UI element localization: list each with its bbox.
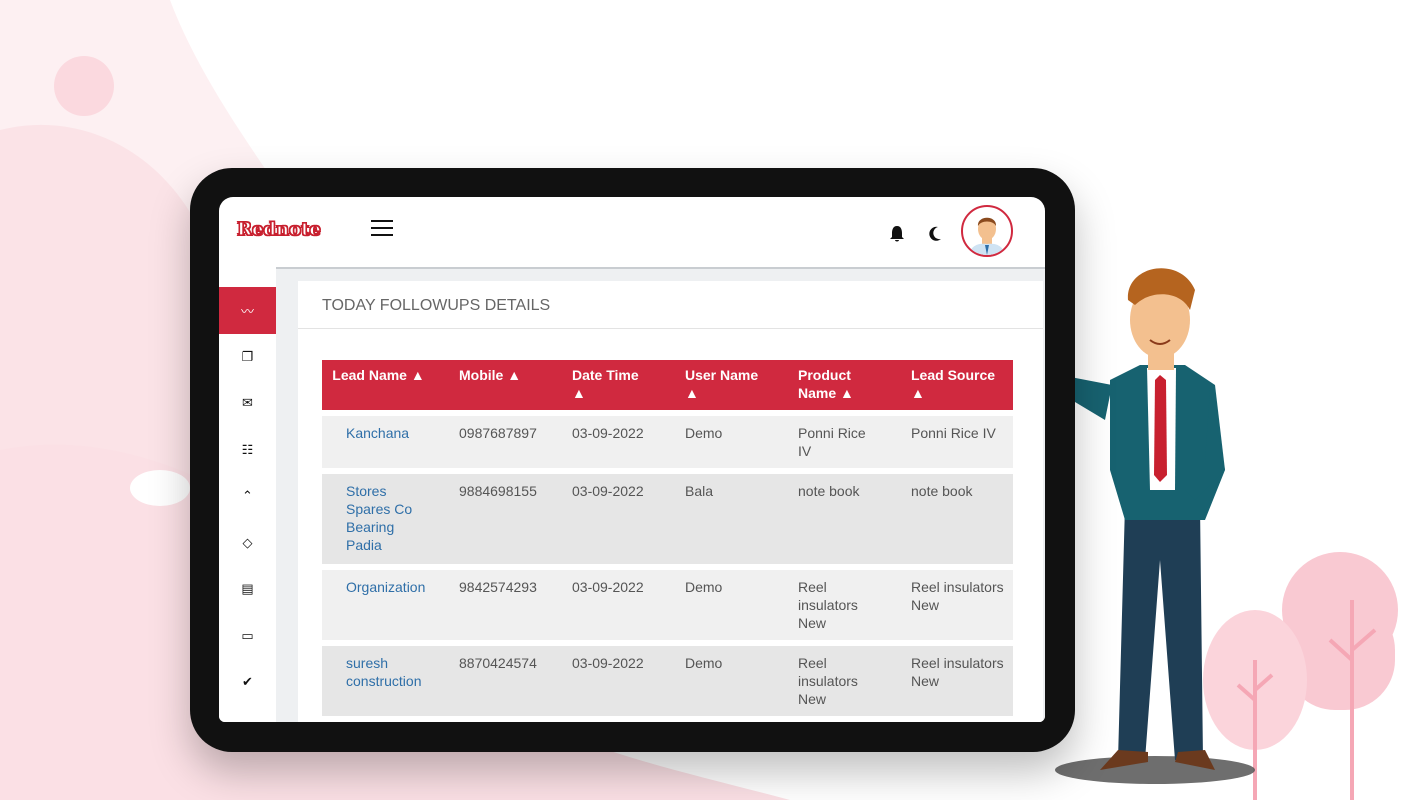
menu-icon[interactable] — [371, 220, 393, 236]
table-row: Stores Spares Co Bearing Padia 9884698155… — [322, 474, 1013, 564]
table-cell: suresh construction — [322, 646, 435, 716]
table-cell: Organization — [322, 570, 435, 640]
table-cell: 9884698155 — [435, 474, 548, 564]
browser-icon: ▭ — [241, 627, 254, 643]
table-cell: Demo — [661, 646, 774, 716]
avatar[interactable] — [961, 205, 1013, 257]
envelope-icon: ✉ — [242, 395, 253, 411]
table-cell: Demo — [661, 570, 774, 640]
table-cell: Bala — [661, 474, 774, 564]
table-cell: Reel insulators New — [887, 646, 1013, 716]
table-icon: ☷ — [241, 441, 254, 457]
gem-icon: ◇ — [242, 534, 253, 550]
column-lead-name[interactable]: Lead Name ▲ — [322, 360, 435, 410]
table-cell: note book — [887, 474, 1013, 564]
sidebar-item-table[interactable]: ☷ — [219, 427, 276, 474]
table-cell: note book — [774, 474, 887, 564]
pulse-icon: 〰 — [240, 303, 254, 319]
lead-name-link[interactable]: Organization — [346, 579, 426, 595]
table-cell: Reel insulators New — [774, 646, 887, 716]
table-cell: 8870424574 — [435, 646, 548, 716]
sidebar-item-check-circle[interactable]: ✔ — [219, 659, 276, 706]
table-cell: 03-09-2022 — [548, 416, 661, 468]
column-product-name[interactable]: Product Name ▲ — [774, 360, 887, 410]
table-cell: Ponni Rice IV — [887, 416, 1013, 468]
table-cell: 03-09-2022 — [548, 646, 661, 716]
table-cell: Demo — [661, 416, 774, 468]
column-mobile[interactable]: Mobile ▲ — [435, 360, 548, 410]
bell-icon[interactable] — [889, 225, 905, 243]
column-user-name[interactable]: User Name ▲ — [661, 360, 774, 410]
sidebar-item-chevron-up-circle[interactable]: ⌃ — [219, 473, 276, 520]
table-cell: 03-09-2022 — [548, 474, 661, 564]
sidebar-item-file[interactable]: ▤ — [219, 566, 276, 613]
table-cell: 0987687897 — [435, 416, 548, 468]
file-icon: ▤ — [241, 581, 254, 597]
table-cell: 03-09-2022 — [548, 570, 661, 640]
lead-name-link[interactable]: suresh construction — [346, 655, 422, 689]
column-date-time[interactable]: Date Time ▲ — [548, 360, 661, 410]
table-cell: Reel insulators New — [774, 570, 887, 640]
followups-card: TODAY FOLLOWUPS DETAILS Lead Name ▲ Mobi… — [298, 281, 1043, 722]
check-circle-icon: ✔ — [242, 674, 253, 690]
table-cell: Kanchana — [322, 416, 435, 468]
app-screen: Rednote TODAY FOLLOWUPS DETAILS Lead Nam… — [219, 197, 1045, 722]
sidebar-item-browser[interactable]: ▭ — [219, 613, 276, 660]
sidebar: 〰 ❐ ✉ ☷ ⌃ ◇ ▤ ▭ ✔ — [219, 287, 276, 722]
moon-icon[interactable] — [927, 225, 943, 243]
page-title: TODAY FOLLOWUPS DETAILS — [298, 281, 1043, 329]
table-cell: Stores Spares Co Bearing Padia — [322, 474, 435, 564]
table-cell: 9842574293 — [435, 570, 548, 640]
column-lead-source[interactable]: Lead Source ▲ — [887, 360, 1013, 410]
content-area: TODAY FOLLOWUPS DETAILS Lead Name ▲ Mobi… — [276, 267, 1045, 722]
sidebar-item-windows[interactable]: ❐ — [219, 334, 276, 381]
sidebar-item-gem[interactable]: ◇ — [219, 520, 276, 567]
table-row: suresh construction 8870424574 03-09-2022 D… — [322, 646, 1013, 716]
chevron-up-circle-icon: ⌃ — [242, 488, 253, 504]
table-cell: Ponni Rice IV — [774, 416, 887, 468]
rednote-logo[interactable]: Rednote — [236, 218, 321, 240]
followups-table: Lead Name ▲ Mobile ▲ Date Time ▲ User Na… — [322, 354, 1013, 722]
sidebar-item-pulse[interactable]: 〰 — [219, 287, 276, 334]
lead-name-link[interactable]: Stores Spares Co Bearing Padia — [346, 483, 413, 553]
table-row: Kanchana 0987687897 03-09-2022 Demo Ponni Ri… — [322, 416, 1013, 468]
lead-name-link[interactable]: Kanchana — [346, 425, 410, 441]
windows-icon: ❐ — [241, 348, 254, 364]
sidebar-item-envelope[interactable]: ✉ — [219, 380, 276, 427]
table-row: Organization 9842574293 03-09-2022 Demo Reel… — [322, 570, 1013, 640]
table-cell: Reel insulators New — [887, 570, 1013, 640]
